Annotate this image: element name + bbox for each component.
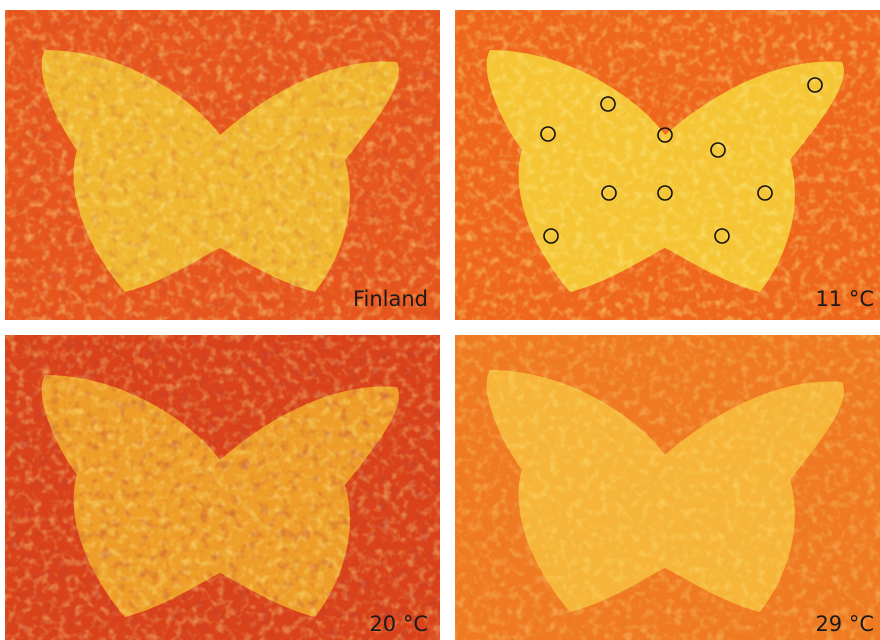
panel-label: 20 °C xyxy=(369,612,428,636)
panel-label: Finland xyxy=(353,287,428,311)
panel-finland: Finland xyxy=(5,10,440,320)
thermal-figure: Finland 11 °C 20 °C 29 °C xyxy=(0,0,880,640)
panel-11c: 11 °C xyxy=(455,10,880,320)
panel-20c: 20 °C xyxy=(5,335,440,640)
page: Finland 11 °C 20 °C 29 °C (() => { const… xyxy=(0,0,880,640)
panel-label: 11 °C xyxy=(815,287,874,311)
panel-29c: 29 °C xyxy=(455,335,880,640)
panel-label: 29 °C xyxy=(815,612,874,636)
